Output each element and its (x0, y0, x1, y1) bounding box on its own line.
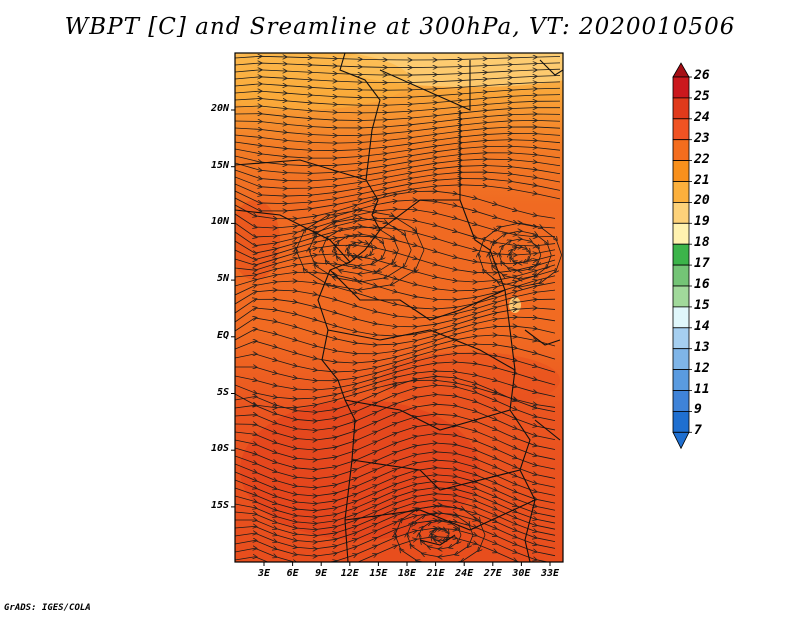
lat-tick-label: 5N (216, 273, 229, 285)
streamline (296, 210, 425, 290)
lat-tick-label: 15S (210, 499, 229, 511)
colorbar-segment (672, 369, 690, 391)
colorbar-label: 20 (694, 193, 710, 209)
colorbar-label: 15 (694, 297, 710, 313)
streamline (395, 505, 486, 562)
colorbar-label: 25 (694, 88, 710, 104)
colorbar-segment (672, 410, 690, 433)
map-title: WBPT [C] and Sreamline at 300hPa, VT: 20… (64, 14, 736, 40)
colorbar-max-arrow (672, 62, 690, 78)
colorbar-label: 18 (694, 235, 710, 251)
wbpt-field (235, 53, 563, 562)
colorbar-label: 11 (694, 381, 710, 397)
colorbar-segment (672, 306, 690, 329)
lat-tick-label: EQ (216, 329, 229, 341)
lon-tick-label: 6E (286, 568, 299, 579)
country-borders (235, 53, 563, 562)
colorbar-segment (672, 222, 690, 245)
colorbar-segment (672, 327, 690, 350)
lon-tick-label: 18E (397, 568, 417, 579)
lon-tick-label: 21E (426, 568, 445, 579)
colorbar-label: 24 (694, 109, 710, 125)
plot-frame (234, 52, 564, 563)
lon-tick-label: 12E (340, 568, 359, 579)
colorbar-segment (672, 76, 690, 99)
lat-tick-label: 20N (210, 103, 229, 114)
colorbar-label: 13 (694, 339, 710, 355)
streamline (478, 223, 562, 287)
lat-tick-label: 15N (210, 159, 229, 171)
colorbar-segment (672, 97, 690, 120)
colorbar-label: 9 (694, 402, 702, 418)
colorbar-segment (672, 118, 690, 141)
lon-tick-label: 30E (512, 568, 531, 579)
colorbar-segment (672, 348, 690, 371)
lon-tick-label: 15E (369, 568, 388, 579)
colorbar-segment (672, 139, 690, 161)
colorbar-label: 26 (694, 68, 710, 83)
lon-tick-label: 27E (483, 568, 502, 579)
lon-tick-label: 33E (540, 568, 560, 579)
lon-tick-label: 3E (257, 568, 271, 579)
colorbar-segment (672, 160, 690, 182)
colorbar-segment (672, 264, 690, 287)
colorbar-segment (672, 243, 690, 266)
colorbar-segment (672, 181, 690, 203)
colorbar-label: 21 (694, 172, 710, 188)
grads-credit: GrADS: IGES/COLA (4, 603, 91, 613)
lon-tick-label: 9E (315, 568, 328, 579)
colorbar-label: 14 (694, 318, 710, 334)
colorbar-label: 17 (694, 256, 710, 272)
colorbar-label: 12 (694, 360, 710, 376)
colorbar-segment (672, 201, 690, 224)
colorbar-label: 23 (694, 130, 710, 146)
colorbar-min-arrow (672, 431, 690, 450)
colorbar-label: 7 (694, 423, 702, 439)
streamline (235, 56, 561, 60)
colorbar-label: 22 (694, 151, 710, 167)
colorbar-segment (672, 390, 690, 412)
lon-tick-label: 24E (455, 568, 474, 579)
lat-tick-label: 10N (210, 216, 229, 228)
colorbar (672, 62, 692, 450)
colorbar-label: 19 (694, 214, 710, 230)
lat-tick-label: 5S (216, 386, 229, 398)
colorbar-segment (672, 285, 690, 308)
colorbar-label: 16 (694, 277, 710, 292)
lat-tick-label: 10S (210, 443, 229, 455)
